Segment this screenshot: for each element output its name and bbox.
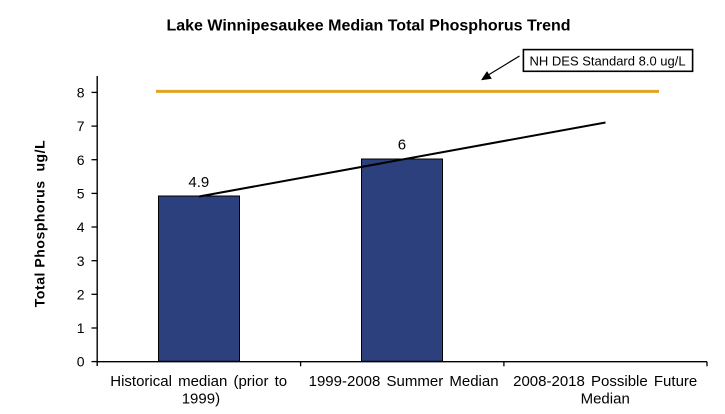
svg-text:1: 1 — [77, 320, 85, 336]
svg-text:2008-2018 Possible Future: 2008-2018 Possible Future — [513, 373, 697, 390]
svg-text:Total Phosphorus ug/L: Total Phosphorus ug/L — [32, 140, 48, 307]
svg-text:Median: Median — [581, 391, 630, 408]
svg-text:8: 8 — [77, 85, 85, 101]
svg-text:6: 6 — [77, 152, 85, 168]
svg-text:4.9: 4.9 — [188, 174, 209, 191]
svg-text:NH DES Standard 8.0 ug/L: NH DES Standard 8.0 ug/L — [530, 53, 686, 68]
svg-text:1999-2008 Summer Median: 1999-2008 Summer Median — [309, 373, 499, 390]
svg-text:5: 5 — [77, 186, 85, 202]
svg-text:2: 2 — [77, 286, 85, 302]
svg-text:Lake Winnipesaukee Median Tota: Lake Winnipesaukee Median Total Phosphor… — [166, 18, 570, 35]
svg-text:6: 6 — [398, 137, 406, 154]
svg-text:3: 3 — [77, 253, 85, 269]
svg-text:7: 7 — [77, 118, 85, 134]
svg-text:1999): 1999) — [182, 391, 220, 408]
svg-text:Historical median (prior to: Historical median (prior to — [110, 373, 287, 390]
svg-text:0: 0 — [77, 354, 85, 370]
svg-text:4: 4 — [77, 219, 85, 235]
